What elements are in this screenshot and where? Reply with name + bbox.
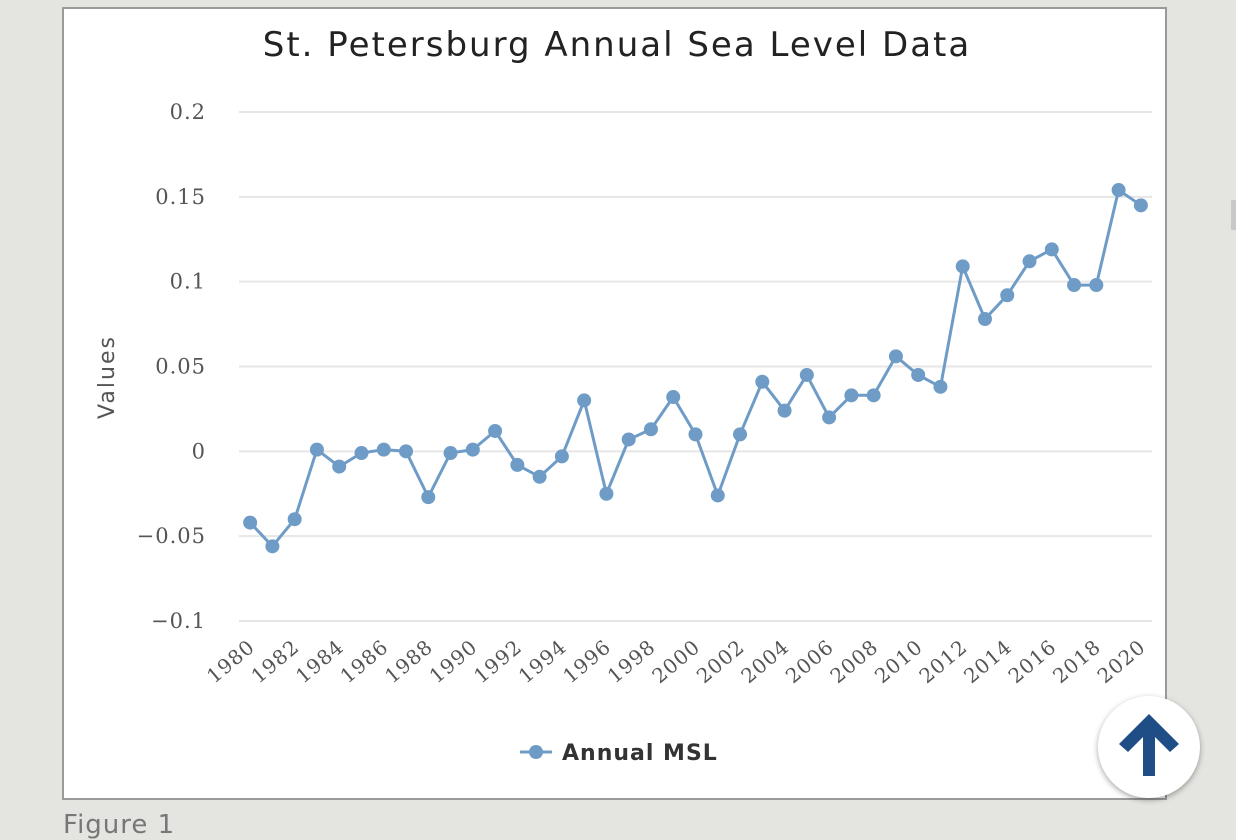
x-tick-label: 2006: [781, 634, 838, 688]
data-point: [599, 486, 614, 501]
x-tick-label: 2010: [870, 634, 927, 688]
data-point: [666, 390, 681, 405]
data-point: [888, 349, 903, 364]
series-annual-msl: [243, 183, 1148, 554]
y-tick-label: −0.05: [137, 524, 206, 548]
data-point: [287, 512, 302, 527]
x-tick-label: 2018: [1048, 634, 1105, 688]
data-point: [421, 490, 436, 505]
data-point: [799, 367, 814, 382]
y-tick-label: 0.15: [155, 185, 206, 209]
x-tick-label: 2008: [825, 634, 882, 688]
y-tick-label: 0.1: [170, 270, 206, 294]
y-tick-label: −0.1: [151, 609, 206, 633]
data-point: [1022, 254, 1037, 269]
y-axis-ticks: 0.2 0.15 0.1 0.05 0 −0.05 −0.1: [137, 100, 206, 633]
x-tick-label: 2002: [692, 634, 749, 688]
data-point: [643, 422, 658, 437]
data-point: [488, 423, 503, 438]
data-point: [243, 515, 258, 530]
data-point: [399, 444, 414, 459]
y-tick-label: 0.2: [170, 100, 206, 124]
data-point: [777, 403, 792, 418]
figure-caption: Figure 1: [63, 810, 176, 840]
x-tick-label: 1988: [380, 634, 437, 688]
data-point: [688, 427, 703, 442]
legend-dot-marker: [529, 745, 543, 759]
data-point: [510, 457, 525, 472]
x-tick-label: 2012: [914, 634, 971, 688]
x-tick-label: 1996: [558, 634, 615, 688]
data-point: [332, 459, 347, 474]
data-point: [866, 388, 881, 403]
data-point: [911, 367, 926, 382]
x-axis-ticks: 1980198219841986198819901992199419961998…: [202, 634, 1150, 688]
x-tick-label: 1990: [425, 634, 482, 688]
chart-panel: St. Petersburg Annual Sea Level Data 0.2…: [62, 7, 1167, 800]
y-tick-label: 0: [192, 439, 206, 463]
y-axis-label: Values: [95, 335, 120, 419]
x-tick-label: 2000: [647, 634, 704, 688]
x-tick-label: 1998: [603, 634, 660, 688]
gridlines: [239, 111, 1152, 622]
data-point: [465, 442, 480, 457]
y-tick-label: 0.05: [155, 355, 206, 379]
x-tick-label: 1980: [202, 634, 259, 688]
x-tick-label: 1992: [469, 634, 526, 688]
data-point: [1089, 278, 1104, 293]
chart-title: St. Petersburg Annual Sea Level Data: [263, 25, 971, 65]
arrow-up-icon: [1119, 714, 1179, 776]
data-point: [1044, 242, 1059, 257]
x-tick-label: 2016: [1004, 634, 1061, 688]
legend-label: Annual MSL: [562, 741, 718, 766]
data-point: [554, 449, 569, 464]
x-tick-label: 2020: [1093, 634, 1150, 688]
x-tick-label: 1984: [291, 634, 348, 688]
data-point: [977, 311, 992, 326]
data-point: [376, 442, 391, 457]
x-tick-label: 1994: [514, 634, 571, 688]
data-point: [844, 388, 859, 403]
data-point: [710, 488, 725, 503]
data-point: [621, 432, 636, 447]
data-point: [1067, 278, 1082, 293]
data-point: [1000, 288, 1015, 303]
x-tick-label: 2014: [959, 634, 1016, 688]
line-chart: St. Petersburg Annual Sea Level Data 0.2…: [95, 25, 1152, 766]
x-tick-label: 2004: [736, 634, 793, 688]
data-point: [577, 393, 592, 408]
legend: Annual MSL: [520, 741, 718, 766]
x-tick-label: 1986: [335, 634, 392, 688]
data-point: [443, 446, 458, 461]
x-tick-label: 1982: [246, 634, 303, 688]
data-point: [1133, 198, 1148, 213]
data-point: [955, 259, 970, 274]
data-point: [755, 374, 770, 389]
scrollbar-edge[interactable]: [1231, 200, 1236, 230]
data-point: [532, 469, 547, 484]
data-point: [822, 410, 837, 425]
data-point: [309, 442, 324, 457]
data-point: [354, 446, 369, 461]
data-point: [933, 379, 948, 394]
data-point: [265, 539, 280, 554]
scroll-to-top-button[interactable]: [1098, 696, 1200, 798]
data-point: [733, 427, 748, 442]
series-line: [249, 188, 1142, 548]
data-point: [1111, 183, 1126, 198]
